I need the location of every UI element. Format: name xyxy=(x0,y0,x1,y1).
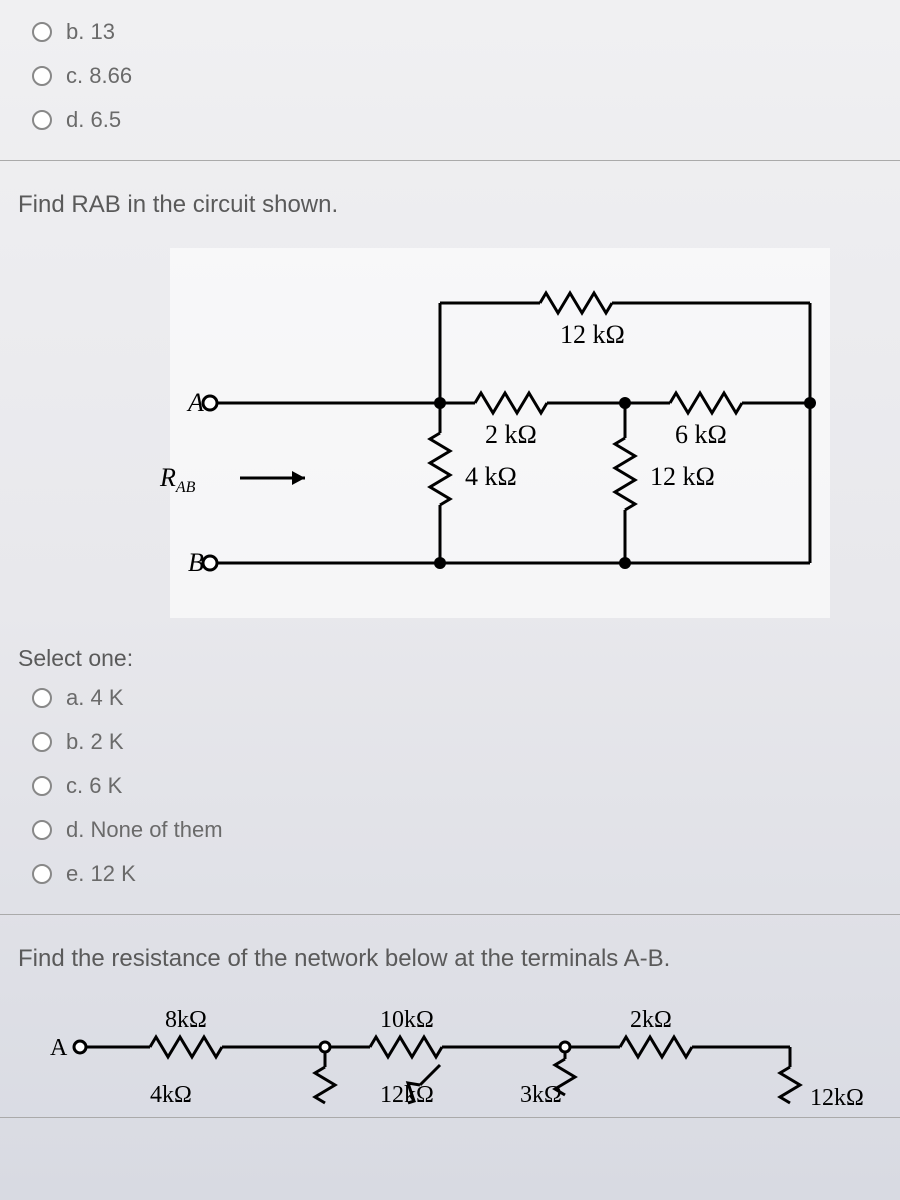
option-text: None of them xyxy=(90,817,222,843)
q1-options-partial: b. 13 c. 8.66 d. 6.5 xyxy=(0,0,900,161)
label-A: A xyxy=(50,1035,68,1061)
radio-icon xyxy=(32,22,52,42)
option-letter: a. xyxy=(66,685,84,711)
q2-option-a[interactable]: a. 4 K xyxy=(12,676,888,720)
q2-option-c[interactable]: c. 6 K xyxy=(12,764,888,808)
q3-circuit-diagram: A 8kΩ 10kΩ 2kΩ 4kΩ 12kΩ 3kΩ 12kΩ xyxy=(20,997,880,1107)
option-letter: b. xyxy=(66,729,84,755)
label-2k: 2kΩ xyxy=(630,1007,672,1033)
radio-icon xyxy=(32,66,52,86)
radio-icon xyxy=(32,864,52,884)
q2-option-b[interactable]: b. 2 K xyxy=(12,720,888,764)
label-12kr: 12kΩ xyxy=(810,1085,864,1107)
label-12k-v: 12 kΩ xyxy=(650,462,715,491)
label-2k: 2 kΩ xyxy=(485,420,537,449)
label-12k: 12kΩ xyxy=(380,1082,434,1107)
option-text: 4 K xyxy=(90,685,123,711)
q3-prompt: Find the resistance of the network below… xyxy=(12,925,888,991)
option-letter: c. xyxy=(66,63,83,89)
radio-icon xyxy=(32,732,52,752)
label-12k-top: 12 kΩ xyxy=(560,320,625,349)
option-letter: c. xyxy=(66,773,83,799)
q2-option-d[interactable]: d. None of them xyxy=(12,808,888,852)
option-letter: b. xyxy=(66,19,84,45)
label-3k: 3kΩ xyxy=(520,1082,562,1107)
option-text: 8.66 xyxy=(89,63,132,89)
q1-option-c[interactable]: c. 8.66 xyxy=(12,54,888,98)
option-text: 6 K xyxy=(89,773,122,799)
option-text: 2 K xyxy=(90,729,123,755)
radio-icon xyxy=(32,820,52,840)
option-text: 13 xyxy=(90,19,114,45)
radio-icon xyxy=(32,688,52,708)
option-text: 12 K xyxy=(90,861,135,887)
q2-prompt: Find RAB in the circuit shown. xyxy=(12,171,888,237)
q2-option-e[interactable]: e. 12 K xyxy=(12,852,888,896)
label-8k: 8kΩ xyxy=(165,1007,207,1033)
label-6k: 6 kΩ xyxy=(675,420,727,449)
label-10k: 10kΩ xyxy=(380,1007,434,1033)
label-A: A xyxy=(186,388,204,417)
option-letter: d. xyxy=(66,107,84,133)
label-4k: 4kΩ xyxy=(150,1082,192,1107)
label-B: B xyxy=(188,548,204,577)
q1-option-b[interactable]: b. 13 xyxy=(12,10,888,54)
q1-option-d[interactable]: d. 6.5 xyxy=(12,98,888,142)
option-letter: d. xyxy=(66,817,84,843)
q3-block: Find the resistance of the network below… xyxy=(0,915,900,1118)
option-letter: e. xyxy=(66,861,84,887)
option-text: 6.5 xyxy=(90,107,121,133)
radio-icon xyxy=(32,776,52,796)
radio-icon xyxy=(32,110,52,130)
label-4k: 4 kΩ xyxy=(465,462,517,491)
q2-selectone: Select one: xyxy=(12,633,888,676)
q2-circuit-diagram: A B RAB 12 kΩ 2 kΩ 6 kΩ 4 kΩ 12 kΩ xyxy=(70,243,830,623)
q2-block: Find RAB in the circuit shown. xyxy=(0,161,900,915)
